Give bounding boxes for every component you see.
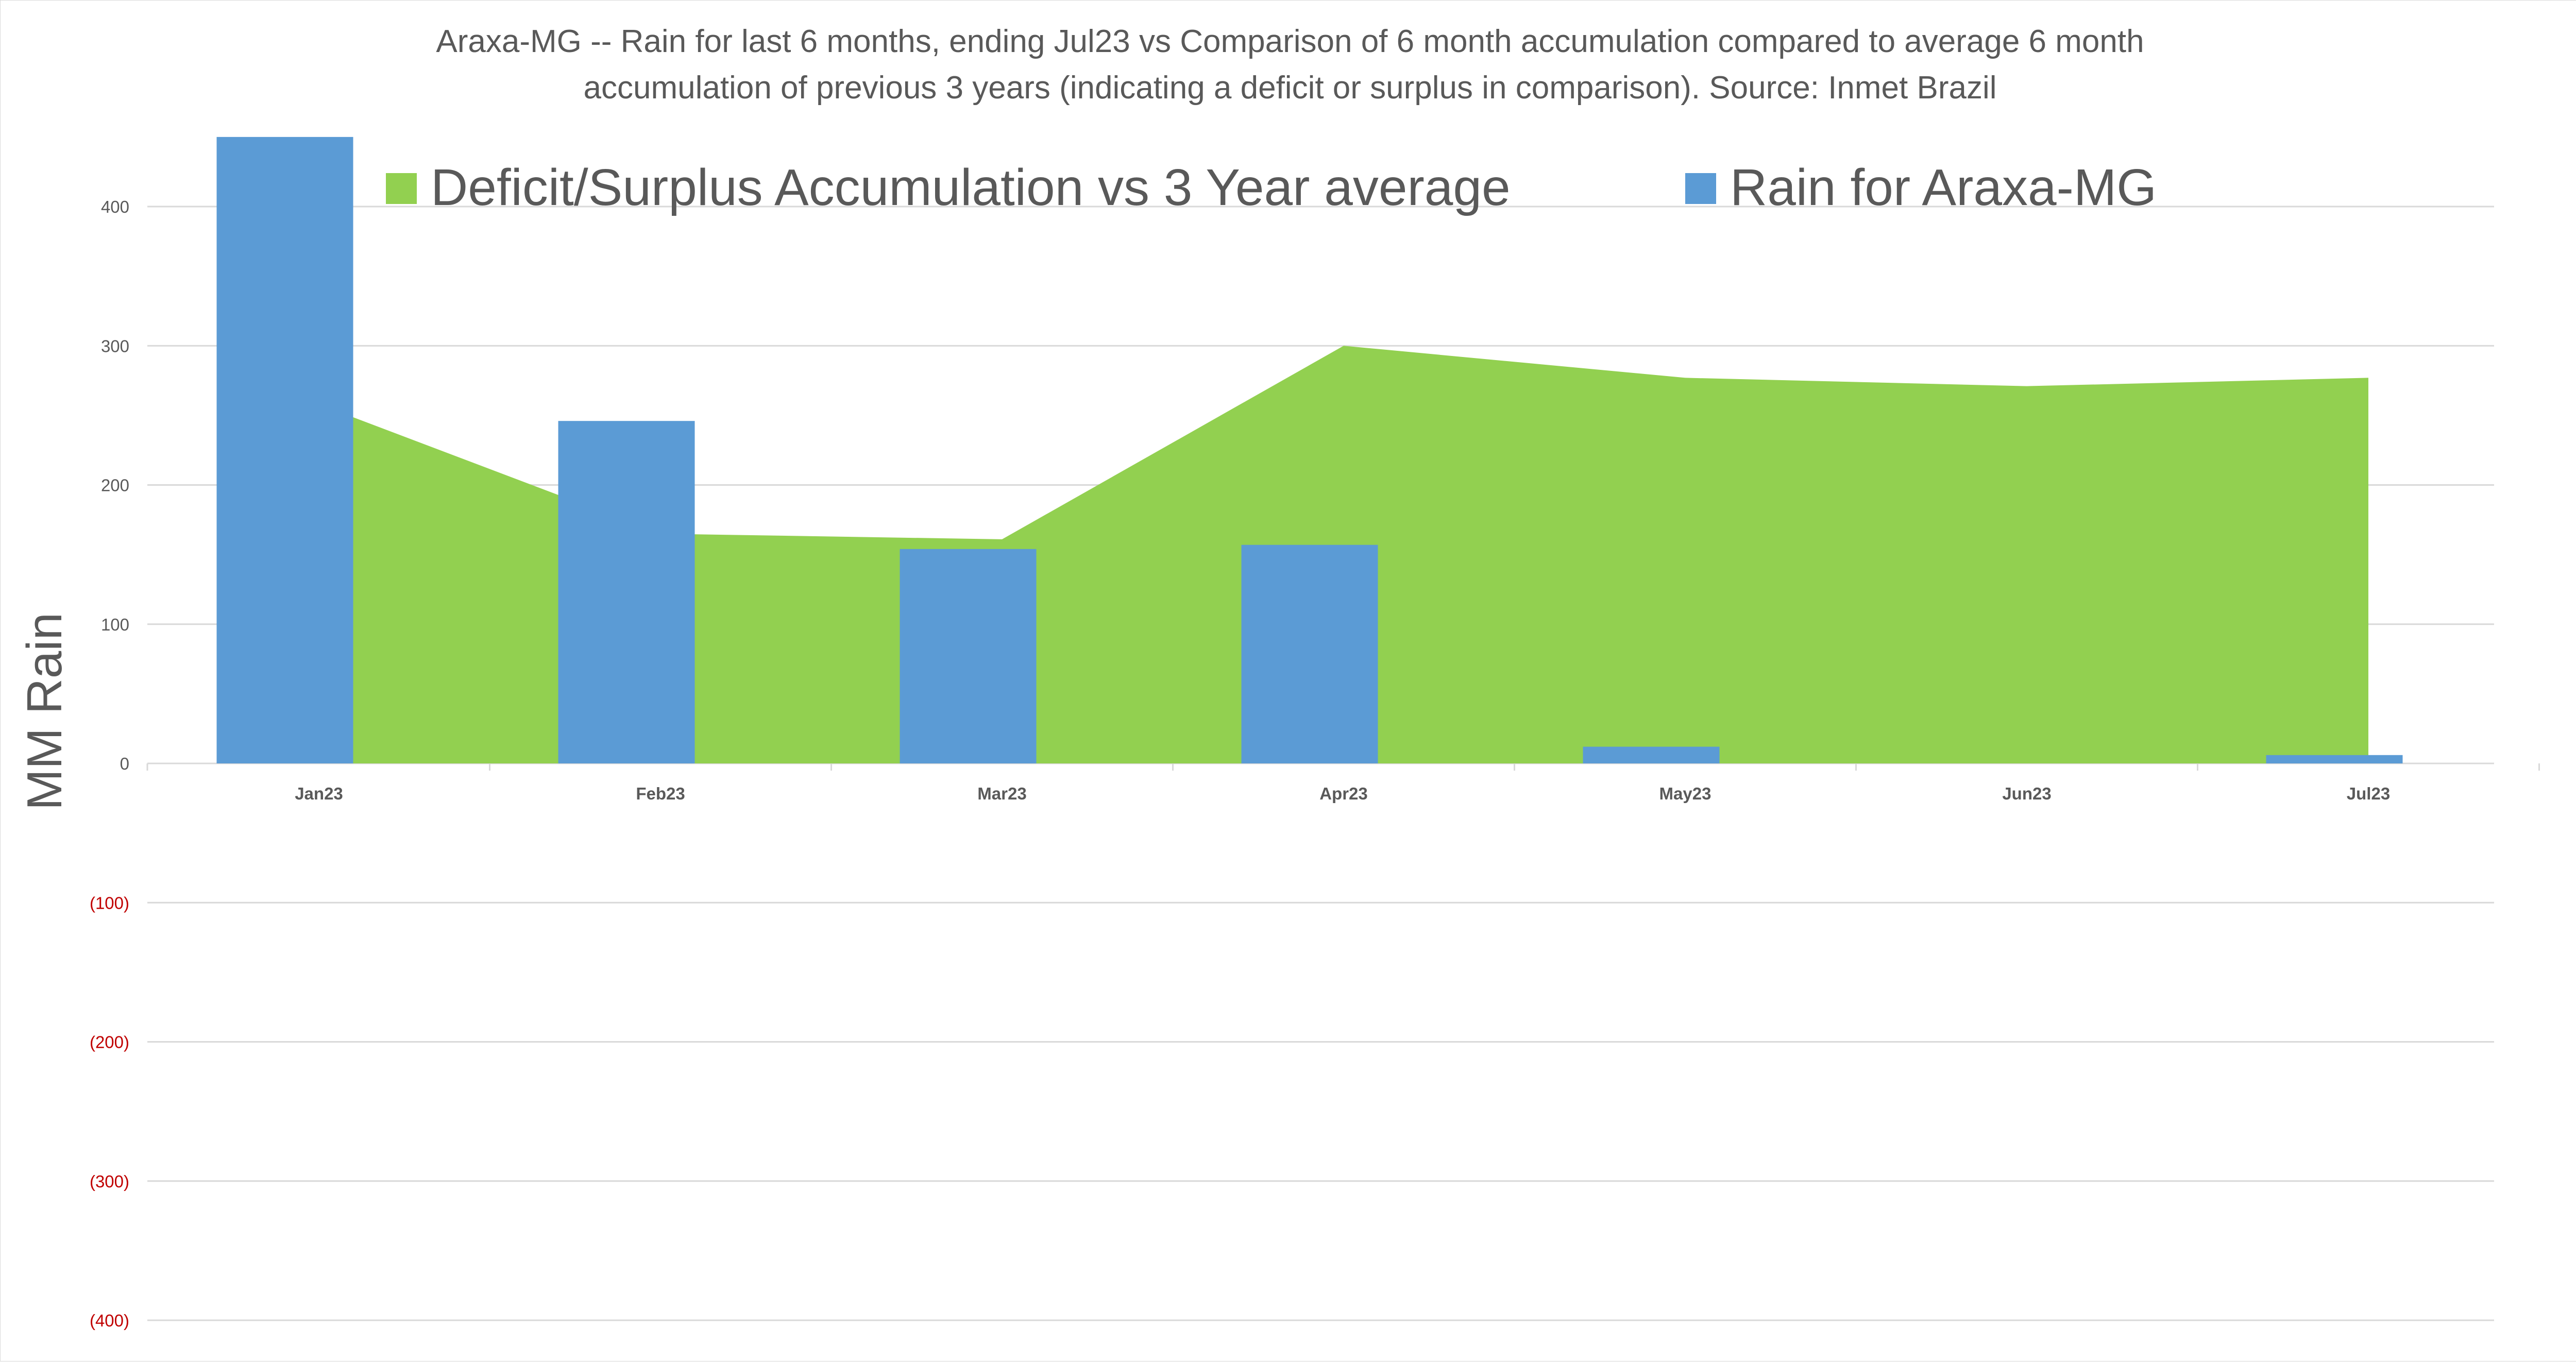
x-category-label: Jul23 [2347, 784, 2390, 803]
y-tick-label: (400) [90, 1311, 129, 1330]
legend-label: Deficit/Surplus Accumulation vs 3 Year a… [431, 159, 1511, 216]
rain-bar [216, 137, 353, 763]
chart-text: Araxa-MG -- Rain for last 6 months, endi… [17, 24, 2144, 810]
y-tick-label: (200) [90, 1033, 129, 1052]
rain-bar [1583, 746, 1720, 763]
x-category-label: Apr23 [1319, 784, 1368, 803]
x-category-label: Feb23 [636, 784, 685, 803]
y-tick-label: 200 [101, 476, 129, 495]
y-tick-label: (100) [90, 893, 129, 912]
x-category-label: Jan23 [295, 784, 343, 803]
y-tick-label: (300) [90, 1172, 129, 1191]
bar-series-layer [216, 137, 2403, 763]
chart-title-line-1: Araxa-MG -- Rain for last 6 months, endi… [436, 24, 2144, 59]
x-category-label: Jun23 [2002, 784, 2051, 803]
x-category-label: May23 [1659, 784, 1711, 803]
axes: 400 300 200 100 0 (100) (200) (300) (400) Jan23 Fe… [90, 197, 2540, 1330]
legend-swatch [1685, 173, 1716, 204]
rain-bar [558, 421, 695, 763]
rain-bar [2266, 755, 2403, 763]
y-tick-label: 0 [120, 754, 129, 773]
chart-title-line-2: accumulation of previous 3 years (indica… [583, 70, 1996, 106]
rain-bar [1241, 544, 1378, 763]
rain-bar [900, 549, 1037, 763]
x-category-label: Mar23 [977, 784, 1026, 803]
y-tick-label: 100 [101, 615, 129, 634]
y-axis-label: MM Rain [17, 612, 72, 810]
legend-label: Rain for Araxa-MG [1730, 159, 2157, 216]
legend: Deficit/Surplus Accumulation vs 3 Year a… [386, 159, 2157, 216]
y-tick-label: 300 [101, 336, 129, 355]
y-tick-label: 400 [101, 197, 129, 216]
legend-swatch [386, 173, 417, 204]
